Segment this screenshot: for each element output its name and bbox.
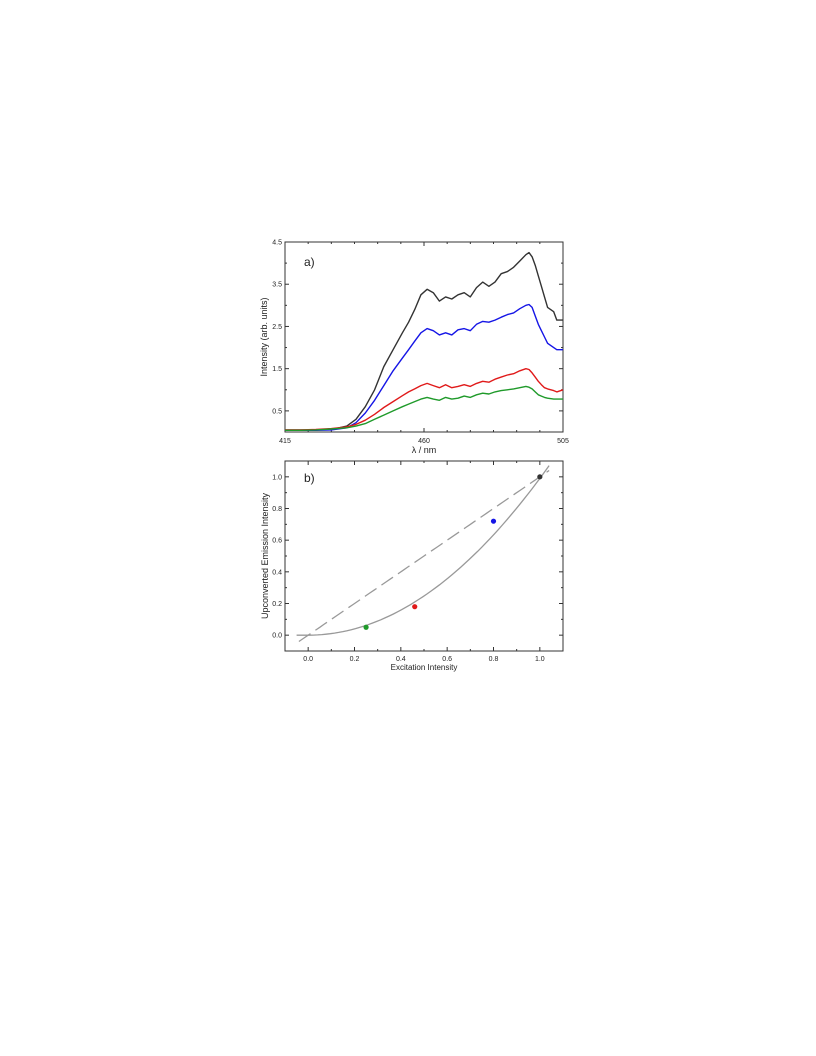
quadratic-fit-line [296,465,550,636]
series-line-2 [285,368,564,431]
panel-b-points [363,474,543,630]
panel-b-ticks: 0.0 0.2 0.4 0.6 0.8 1.0 0.0 0.2 0.4 0.6 0.8 1.0 [272,460,564,663]
panel-a-label: a) [304,255,315,269]
series-line-1 [285,303,563,431]
x-tick-label: 0.4 [396,656,406,663]
panel-b: 0.0 0.2 0.4 0.6 0.8 1.00.00.20.40.60.81.0 b) … [260,460,564,672]
y-tick-label: 1.0 [272,474,282,481]
panel-b-fits [296,465,550,643]
panel-a-xlabel: λ / nm [412,445,437,455]
x-tick-label: 505 [557,438,569,445]
series-line-0 [285,251,563,431]
panel-a-series [285,251,564,431]
y-tick-label: 0.6 [272,538,282,545]
x-tick-label: 0.0 [303,656,313,663]
y-tick-label: 3.5 [272,282,282,289]
linear-fit-line [298,469,550,643]
panel-b-xlabel: Excitation Intensity [391,663,458,672]
x-tick-label: 1.0 [535,656,545,663]
panel-b-ylabel: Upconverted Emission Intensity [260,492,270,619]
x-tick-label: 460 [418,438,430,445]
data-point-1 [412,604,418,610]
panel-a-frame [284,241,564,433]
data-point-0 [363,624,369,630]
y-tick-label: 1.5 [272,366,282,373]
panel-a-ticks: 415 460 505 0.5 1.5 2.5 3.5 4.5 [272,240,569,446]
y-tick-label: 0.2 [272,601,282,608]
panel-a: 415 460 505 0.5 1.5 2.5 3.5 4.5 a) λ / nm Inten… [259,240,569,456]
x-tick-label: 0.6 [442,656,452,663]
y-tick-label: 4.5 [272,240,282,247]
x-tick-label: 0.2 [350,656,360,663]
y-tick-label: 0.0 [272,633,282,640]
x-tick-label: 415 [279,438,291,445]
series-line-3 [285,385,563,431]
y-tick-label: 2.5 [272,324,282,331]
y-tick-label: 0.4 [272,569,282,576]
x-tick-label: 0.8 [489,656,499,663]
data-point-3 [537,474,543,480]
data-point-2 [490,518,497,524]
y-tick-label: 0.8 [272,506,282,513]
panel-a-ylabel: Intensity (arb. units) [259,297,269,376]
y-tick-label: 0.5 [272,408,282,415]
panel-b-label: b) [304,471,315,485]
